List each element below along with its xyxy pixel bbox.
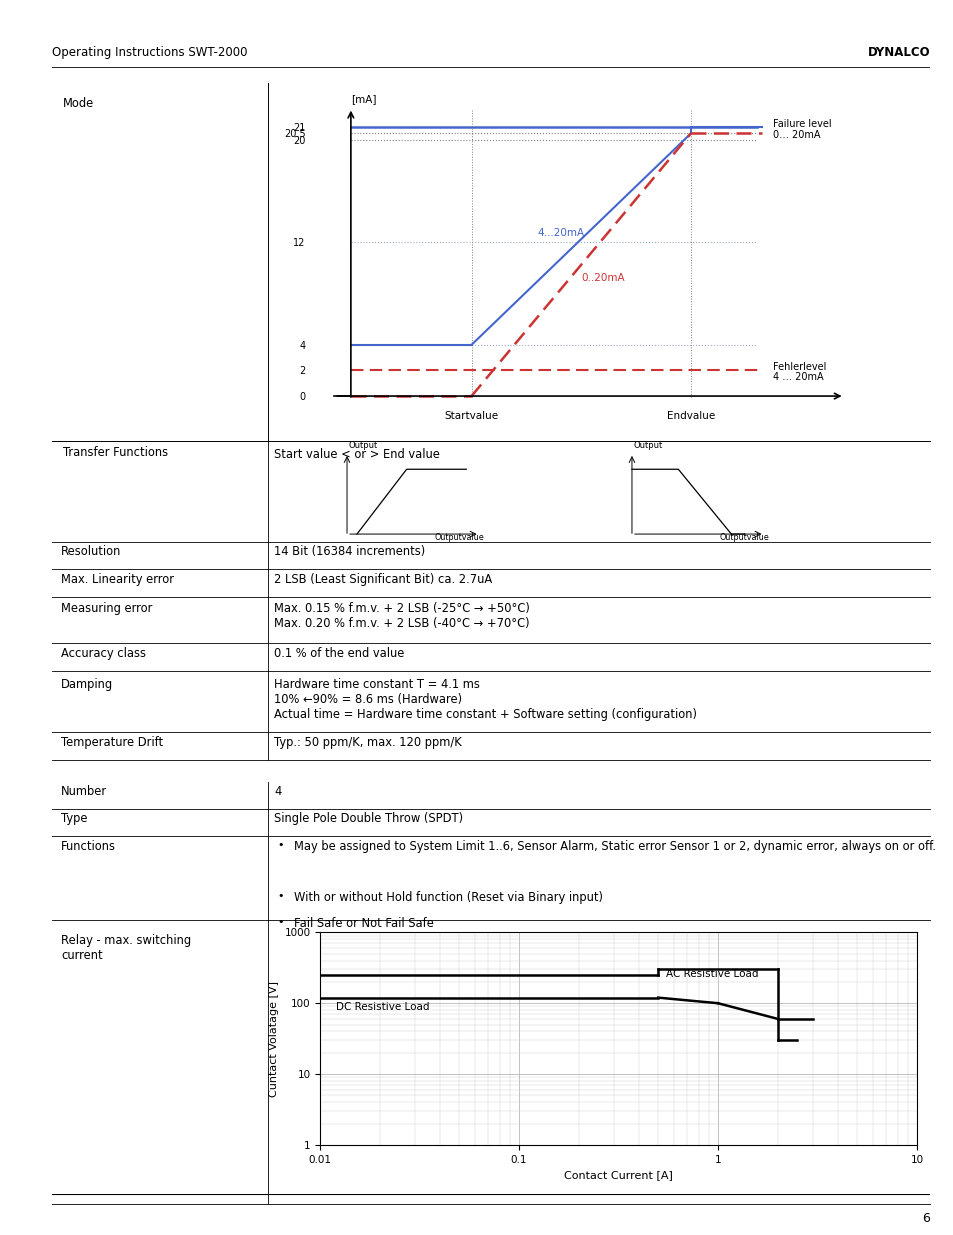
Text: 0… 20mA: 0… 20mA — [773, 130, 820, 140]
Text: 4...20mA: 4...20mA — [537, 227, 584, 238]
Text: Endvalue: Endvalue — [666, 411, 715, 421]
Text: Start value < or > End value: Start value < or > End value — [274, 448, 439, 461]
Text: Failure level: Failure level — [773, 120, 831, 130]
Text: Type: Type — [61, 813, 88, 825]
Text: 0.1 % of the end value: 0.1 % of the end value — [274, 647, 404, 659]
Text: •: • — [277, 916, 284, 926]
Text: 4 … 20mA: 4 … 20mA — [773, 372, 823, 382]
Text: Transfer Functions: Transfer Functions — [63, 446, 168, 459]
Text: Startvalue: Startvalue — [444, 411, 498, 421]
Text: •: • — [277, 840, 284, 850]
Text: Mode: Mode — [63, 98, 94, 110]
Text: Max. 0.15 % f.m.v. + 2 LSB (-25°C → +50°C)
Max. 0.20 % f.m.v. + 2 LSB (-40°C → +: Max. 0.15 % f.m.v. + 2 LSB (-25°C → +50°… — [274, 603, 530, 630]
Text: 0..20mA: 0..20mA — [580, 273, 624, 283]
Text: Hardware time constant T = 4.1 ms
10% ←90% = 8.6 ms (Hardware)
Actual time = Har: Hardware time constant T = 4.1 ms 10% ←9… — [274, 678, 697, 721]
Text: Damping: Damping — [61, 678, 113, 692]
Text: [mA]: [mA] — [351, 94, 376, 104]
Text: 6: 6 — [922, 1213, 929, 1225]
X-axis label: Contact Current [A]: Contact Current [A] — [563, 1170, 672, 1181]
Text: Output: Output — [633, 441, 661, 450]
Text: AC Resistive Load: AC Resistive Load — [666, 969, 758, 979]
Text: 14 Bit (16384 increments): 14 Bit (16384 increments) — [274, 546, 425, 558]
Text: Fehlerlevel: Fehlerlevel — [773, 362, 825, 372]
Text: 4: 4 — [274, 785, 281, 798]
Text: Relay - max. switching
current: Relay - max. switching current — [61, 935, 191, 962]
Text: DYNALCO: DYNALCO — [866, 46, 929, 59]
Text: Output: Output — [348, 441, 377, 450]
Text: Functions: Functions — [61, 840, 116, 853]
Y-axis label: Cuntact Volatage [V]: Cuntact Volatage [V] — [269, 981, 278, 1097]
Text: Max. Linearity error: Max. Linearity error — [61, 573, 173, 585]
Text: Number: Number — [61, 785, 107, 798]
Text: Temperature Drift: Temperature Drift — [61, 736, 163, 748]
Text: DC Resistive Load: DC Resistive Load — [335, 1002, 429, 1011]
Text: Fail Safe or Not Fail Safe: Fail Safe or Not Fail Safe — [294, 916, 434, 930]
Text: Outputvalue: Outputvalue — [719, 534, 769, 542]
Text: Measuring error: Measuring error — [61, 603, 152, 615]
Text: •: • — [277, 890, 284, 900]
Text: Outputvalue: Outputvalue — [435, 534, 484, 542]
Text: Accuracy class: Accuracy class — [61, 647, 146, 659]
Text: Operating Instructions SWT-2000: Operating Instructions SWT-2000 — [52, 46, 248, 59]
Text: May be assigned to System Limit 1..6, Sensor Alarm, Static error Sensor 1 or 2, : May be assigned to System Limit 1..6, Se… — [294, 840, 935, 853]
Text: Single Pole Double Throw (SPDT): Single Pole Double Throw (SPDT) — [274, 813, 463, 825]
Text: 2 LSB (Least Significant Bit) ca. 2.7uA: 2 LSB (Least Significant Bit) ca. 2.7uA — [274, 573, 492, 585]
Text: Typ.: 50 ppm/K, max. 120 ppm/K: Typ.: 50 ppm/K, max. 120 ppm/K — [274, 736, 461, 748]
Text: With or without Hold function (Reset via Binary input): With or without Hold function (Reset via… — [294, 890, 602, 904]
Text: Resolution: Resolution — [61, 546, 121, 558]
